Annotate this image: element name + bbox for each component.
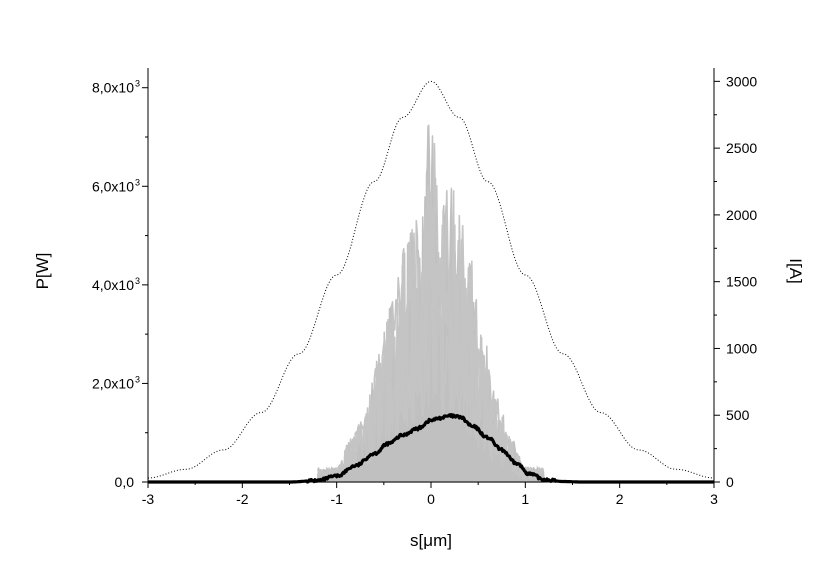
y-axis-label-right: I[A] [786, 258, 805, 284]
x-axis-label: s[μm] [410, 531, 452, 550]
x-tick-label: 0 [427, 491, 435, 507]
x-tick-label: -3 [142, 491, 155, 507]
y-axis-label-left: P[W] [33, 253, 52, 290]
y-right-tick-label: 0 [726, 474, 734, 490]
axes-layer: -3 -2 -1 0 1 2 30,02,0x10 34,0x10 36,0x10 38,0x10… [92, 68, 757, 507]
y-right-tick-label: 3000 [726, 73, 757, 89]
y-left-tick-label: 0,0 [115, 474, 135, 490]
y-left-tick-exponent: 3 [135, 276, 140, 286]
series-noise-line [317, 149, 544, 482]
y-left-tick-exponent: 3 [135, 79, 140, 89]
y-left-tick-exponent: 3 [135, 374, 140, 384]
y-left-tick-label: 8,0x10 [92, 80, 134, 96]
y-right-tick-label: 2000 [726, 207, 757, 223]
y-left-tick-exponent: 3 [135, 177, 140, 187]
y-left-tick-label: 6,0x10 [92, 178, 134, 194]
y-left-tick-label: 4,0x10 [92, 277, 134, 293]
x-tick-label: 1 [521, 491, 529, 507]
y-right-tick-label: 500 [726, 407, 750, 423]
x-tick-label: 3 [710, 491, 718, 507]
x-tick-label: -2 [236, 491, 249, 507]
y-right-tick-label: 1000 [726, 340, 757, 356]
x-tick-label: 2 [616, 491, 624, 507]
series-current-dotted [147, 80, 715, 479]
y-right-tick-label: 1500 [726, 274, 757, 290]
y-left-tick-label: 2,0x10 [92, 375, 134, 391]
y-right-tick-label: 2500 [726, 140, 757, 156]
series-layer [147, 80, 715, 484]
x-tick-label: -1 [330, 491, 343, 507]
